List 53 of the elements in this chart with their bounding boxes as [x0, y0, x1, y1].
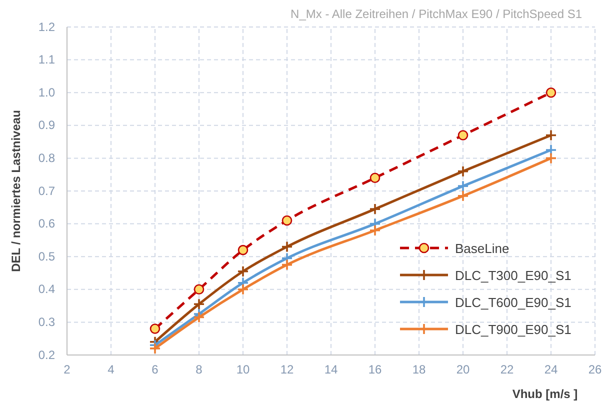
point	[237, 284, 249, 296]
legend-label: DLC_T300_E90_S1	[455, 268, 572, 283]
point	[545, 129, 557, 142]
point	[149, 342, 161, 354]
y-tick-label: 0.7	[38, 184, 56, 198]
y-tick-label: 0.4	[38, 282, 56, 296]
y-tick-label: 1.1	[38, 52, 56, 67]
legend-label: BaseLine	[455, 241, 510, 256]
y-axis-title: DEL / normiertes Lastniveau	[9, 110, 23, 272]
point	[457, 180, 469, 192]
point	[545, 144, 557, 156]
x-tick-label: 6	[152, 362, 159, 377]
x-axis-title: Vhub [m/s ]	[512, 387, 578, 401]
point	[545, 152, 557, 164]
x-tick-label: 22	[500, 362, 514, 377]
point	[546, 87, 556, 98]
point	[193, 311, 205, 324]
x-tick-label: 8	[196, 362, 203, 377]
y-tick-label: 0.3	[38, 315, 56, 330]
y-tick-label: 0.9	[38, 118, 56, 132]
point	[193, 298, 205, 310]
y-tick-label: 0.6	[38, 216, 56, 231]
chart-title: N_Mx - Alle Zeitreihen / PitchMax E90 / PitchSpeed S1	[290, 7, 582, 21]
point	[458, 130, 468, 140]
x-tick-label: 14	[324, 362, 338, 377]
x-tick-label: 12	[280, 362, 294, 377]
x-tick-label: 4	[108, 362, 115, 377]
x-tick-label: 18	[412, 362, 426, 377]
point	[237, 265, 249, 278]
point	[369, 224, 381, 236]
x-tick-label: 2	[64, 362, 71, 377]
x-tick-label: 20	[456, 362, 470, 377]
legend-label: DLC_T600_E90_S1	[455, 295, 572, 310]
x-tick-label: 26	[588, 362, 602, 377]
point	[281, 258, 293, 271]
point	[194, 284, 204, 295]
point	[150, 324, 160, 334]
y-tick-label: 1.2	[38, 20, 56, 34]
point	[369, 203, 381, 215]
x-tick-label: 16	[368, 362, 382, 377]
point	[457, 165, 469, 178]
x-tick-label: 24	[544, 362, 558, 377]
y-tick-label: 0.5	[38, 249, 56, 264]
point	[370, 172, 380, 184]
point	[457, 190, 469, 202]
x-tick-label: 10	[236, 362, 250, 377]
y-tick-label: 1.0	[38, 85, 56, 100]
point	[238, 244, 248, 256]
y-tick-label: 0.2	[38, 348, 56, 362]
point	[281, 240, 293, 253]
y-tick-label: 0.8	[38, 151, 56, 166]
point	[282, 215, 292, 226]
legend-label: DLC_T900_E90_S1	[455, 322, 572, 337]
